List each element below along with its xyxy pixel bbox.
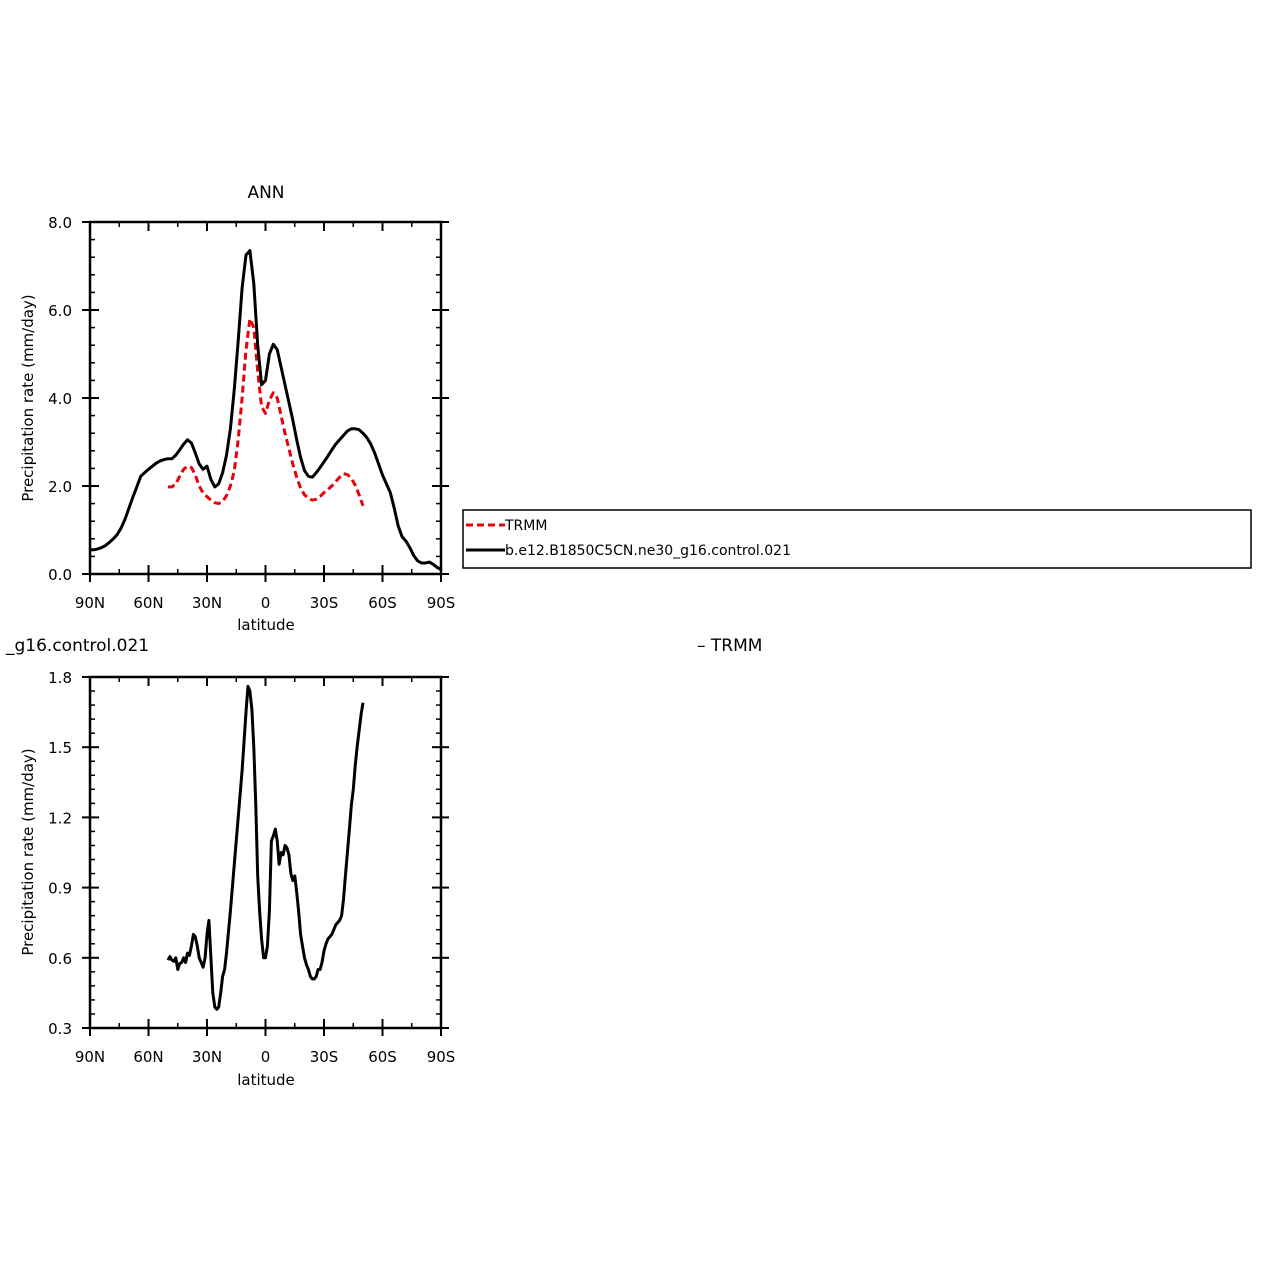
x-tick-label: 60S xyxy=(368,594,397,612)
panel-2-frame xyxy=(88,675,443,1030)
y-tick-label: 4.0 xyxy=(48,390,72,408)
annual-panel: ANN 90N 60N 30N 0 30S 60S 90S 0.0 2.0 4.0 6.0 8.0 l… xyxy=(19,183,455,634)
x-tick-label: 30N xyxy=(192,594,222,612)
x-tick-label: 30S xyxy=(310,594,339,612)
y-tick-label: 1.8 xyxy=(48,669,72,687)
series-line-difference xyxy=(166,684,365,1011)
x-tick-label: 90S xyxy=(427,594,456,612)
panel-title: ANN xyxy=(247,183,284,203)
difference-panel: _g16.control.021 – TRMM 90N 60N 30N 0 30S 60S… xyxy=(5,636,762,1089)
x-tick-label: 60N xyxy=(133,594,163,612)
x-tick-label: 60N xyxy=(133,1048,163,1066)
y-tick-label: 6.0 xyxy=(48,302,72,320)
y-tick-label: 8.0 xyxy=(48,214,72,232)
panel-1-frame xyxy=(88,220,443,576)
panel-2-ticks: 90N 60N 30N 0 30S 60S 90S 0.3 0.6 0.9 1.2 1.5 1.8 xyxy=(48,669,455,1066)
x-axis-label: latitude xyxy=(237,616,295,634)
x-tick-label: 90N xyxy=(75,1048,105,1066)
x-tick-label: 90S xyxy=(427,1048,456,1066)
x-tick-label: 60S xyxy=(368,1048,397,1066)
panel-2-left-label: _g16.control.021 xyxy=(5,636,149,656)
y-tick-label: 1.2 xyxy=(48,809,72,827)
y-tick-label: 0.6 xyxy=(48,950,72,968)
x-tick-label: 0 xyxy=(261,594,271,612)
x-tick-label: 90N xyxy=(75,594,105,612)
x-tick-label: 30S xyxy=(310,1048,339,1066)
x-axis-label-2: latitude xyxy=(237,1071,295,1089)
y-tick-label: 0.9 xyxy=(48,880,72,898)
y-axis-label: Precipitation rate (mm/day) xyxy=(19,294,37,501)
panel-1-ticks: 90N 60N 30N 0 30S 60S 90S 0.0 2.0 4.0 6.0 8.0 xyxy=(48,214,455,612)
x-tick-label: 0 xyxy=(261,1048,271,1066)
series-line-b-e12-b1850c5cn-ne30-g16-control-021 xyxy=(90,249,442,571)
panel-2-right-label: – TRMM xyxy=(697,636,762,656)
series-line-trmm xyxy=(168,317,365,507)
y-tick-label: 0.0 xyxy=(48,566,72,584)
y-axis-label-2: Precipitation rate (mm/day) xyxy=(19,748,37,955)
y-tick-label: 0.3 xyxy=(48,1020,72,1038)
x-tick-label: 30N xyxy=(192,1048,222,1066)
legend-label-model: b.e12.B1850C5CN.ne30_g16.control.021 xyxy=(505,543,791,559)
panel-1-lines xyxy=(90,249,442,571)
legend: TRMM b.e12.B1850C5CN.ne30_g16.control.02… xyxy=(462,509,1252,569)
legend-label-trmm: TRMM xyxy=(504,518,547,534)
y-tick-label: 2.0 xyxy=(48,478,72,496)
legend-box xyxy=(462,509,1252,569)
panel-2-lines xyxy=(166,684,365,1011)
y-tick-label: 1.5 xyxy=(48,739,72,757)
